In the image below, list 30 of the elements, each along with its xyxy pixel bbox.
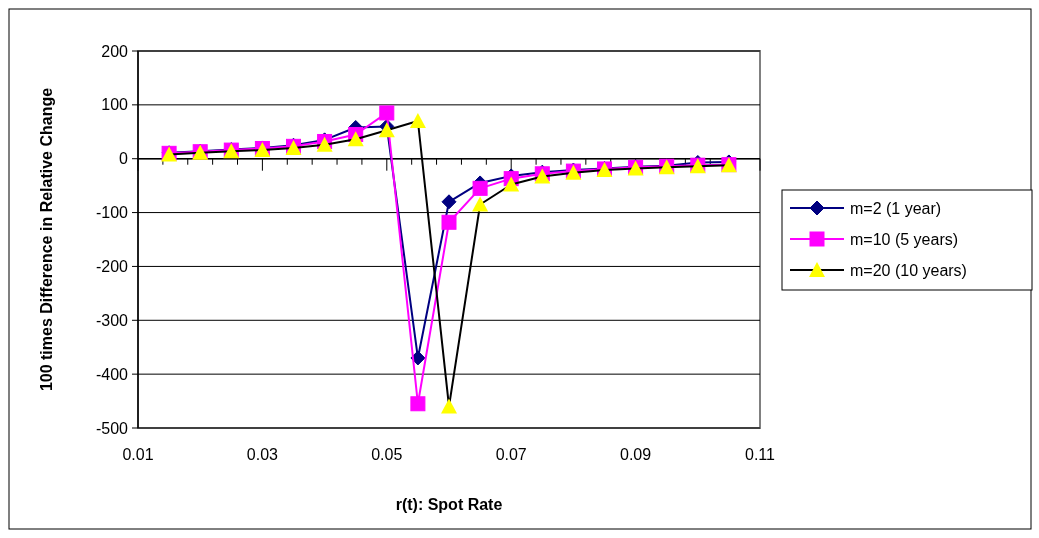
x-tick-label: 0.05 (371, 446, 403, 463)
y-tick-label: -200 (95, 258, 129, 276)
legend-label: m=20 (10 years) (850, 261, 967, 279)
point (441, 194, 457, 210)
y-tick-label: 200 (101, 42, 129, 60)
x-tick-label: 0.09 (620, 446, 652, 463)
point (472, 196, 489, 212)
legend-label: m=2 (1 year) (850, 199, 942, 217)
y-axis-title: 100 times Difference in Relative Change (38, 87, 55, 392)
point (441, 214, 457, 230)
y-tick-label: -300 (95, 311, 129, 329)
point (441, 398, 457, 414)
y-tick-label: -100 (95, 204, 129, 222)
x-tick-label: 0.11 (745, 446, 776, 463)
point (503, 176, 520, 192)
point (379, 105, 395, 121)
point (472, 180, 488, 196)
point (409, 113, 426, 129)
x-tick-label: 0.01 (122, 446, 154, 463)
y-tick-label: 100 (101, 96, 129, 114)
y-tick-label: -400 (95, 365, 129, 383)
x-axis-title: r(t): Spot Rate (395, 496, 503, 513)
legend-label: m=10 (5 years) (850, 230, 959, 248)
point (378, 122, 395, 138)
x-tick-label: 0.07 (495, 446, 527, 463)
y-tick-label: -500 (95, 419, 129, 437)
y-tick-label: 0 (119, 150, 129, 168)
point (410, 396, 426, 412)
x-tick-label: 0.03 (246, 446, 279, 463)
point (347, 131, 364, 147)
